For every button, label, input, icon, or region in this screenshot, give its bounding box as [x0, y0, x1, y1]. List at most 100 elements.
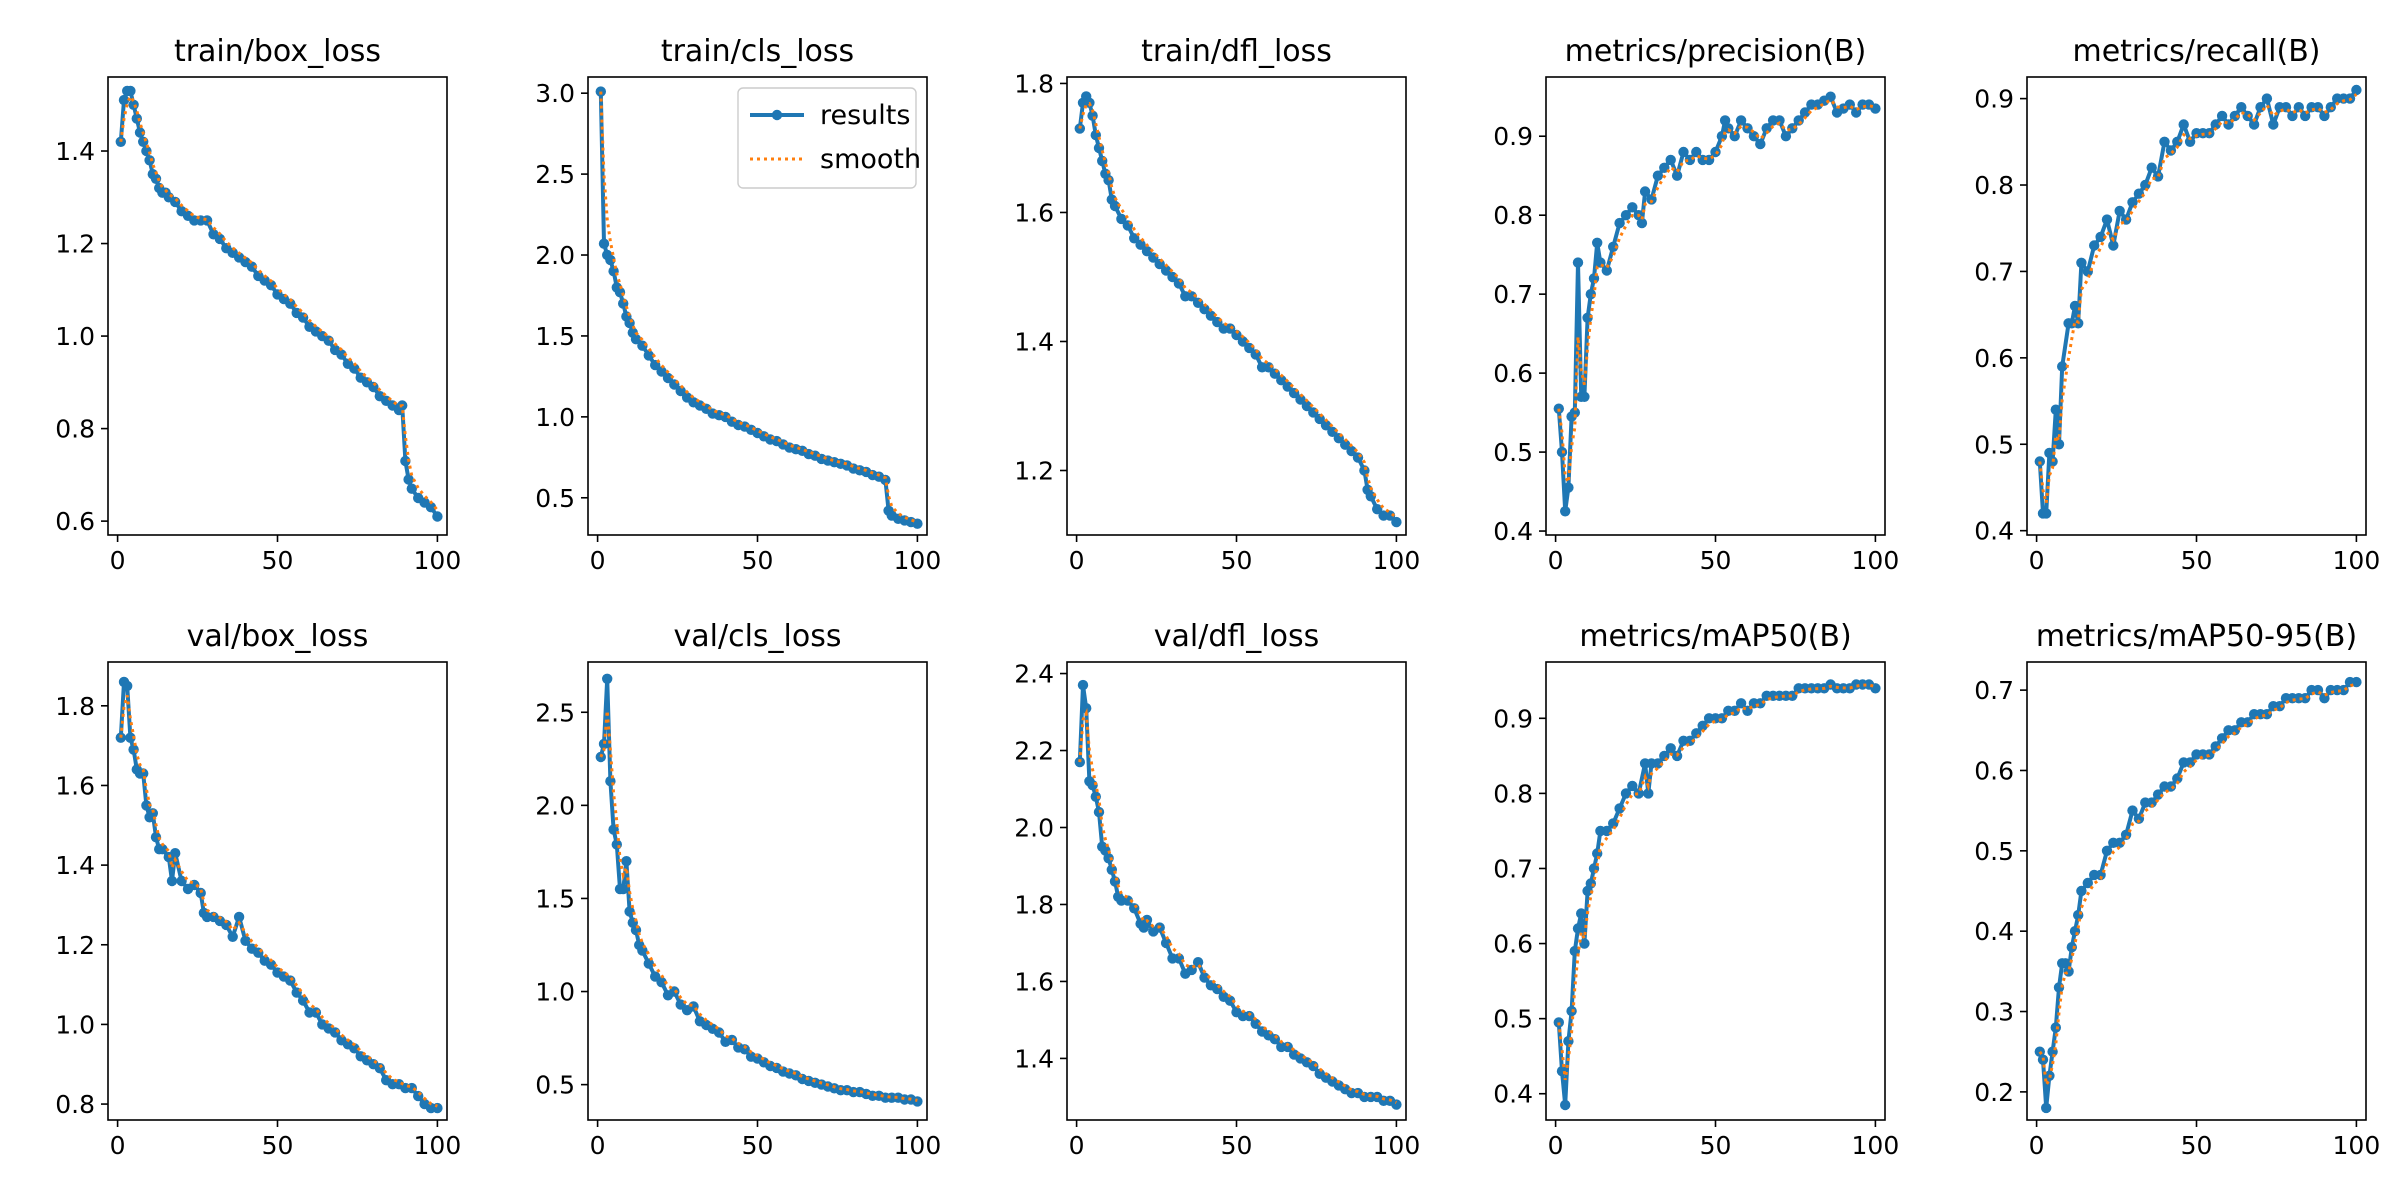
results-point — [912, 1096, 923, 1107]
results-point — [233, 911, 245, 923]
results-point — [1340, 439, 1351, 450]
results-point — [176, 875, 187, 887]
y-tick-label: 1.8 — [1014, 69, 1054, 98]
results-point — [1129, 233, 1140, 244]
results-point — [2165, 145, 2177, 156]
results-point — [2287, 110, 2298, 122]
results-point — [1614, 217, 1625, 229]
x-tick-label: 100 — [414, 1131, 462, 1160]
results-point — [1224, 995, 1236, 1006]
results-point — [297, 995, 309, 1006]
results-point — [1678, 146, 1689, 158]
y-tick-label: 3.0 — [535, 79, 575, 108]
results-point — [125, 732, 136, 743]
results-point — [125, 85, 136, 97]
chart-panel: train/box_loss 0 50 100 0.6 0.8 1.0 1.2 1.4 — [55, 34, 461, 575]
results-point — [1135, 239, 1146, 250]
y-tick-label: 2.0 — [535, 241, 575, 270]
y-tick-label: 1.5 — [535, 884, 575, 913]
results-point — [336, 349, 347, 360]
y-tick-label: 1.4 — [1014, 327, 1054, 356]
results-point — [1327, 426, 1338, 437]
chart-title: train/box_loss — [174, 34, 381, 69]
results-point — [1199, 304, 1210, 315]
results-point — [618, 883, 629, 895]
results-point — [1090, 791, 1102, 802]
results-point — [1372, 504, 1383, 515]
results-point — [157, 844, 168, 855]
y-tick-label: 0.6 — [1974, 344, 2014, 373]
y-tick-label: 1.5 — [535, 322, 575, 351]
results-point — [2268, 119, 2279, 130]
results-point — [2319, 693, 2330, 704]
y-tick-label: 0.5 — [1974, 430, 2014, 459]
x-tick-label: 0 — [590, 546, 606, 575]
results-point — [602, 673, 613, 684]
results-point — [368, 381, 379, 393]
results-point — [2060, 958, 2071, 969]
results-point — [1579, 938, 1590, 949]
x-tick-label: 50 — [742, 1131, 774, 1160]
smooth-series-line — [1078, 101, 1398, 519]
chart-title: metrics/mAP50(B) — [1579, 619, 1851, 654]
y-tick-label: 2.0 — [1014, 813, 1054, 842]
results-point — [1665, 743, 1676, 754]
legend-smooth-label: smooth — [820, 144, 921, 175]
y-tick-label: 0.7 — [1493, 854, 1533, 883]
results-point — [1282, 1041, 1293, 1053]
results-point — [1205, 310, 1217, 321]
y-tick-label: 1.0 — [55, 1010, 95, 1039]
y-tick-label: 0.5 — [535, 1071, 575, 1100]
y-tick-label: 0.9 — [1974, 85, 2014, 114]
results-point — [240, 935, 251, 946]
results-series-line — [1077, 94, 1398, 524]
results-point — [675, 385, 686, 397]
results-point — [1391, 516, 1402, 528]
results-point — [1643, 788, 1654, 799]
chart-panel: train/cls_loss 0 50 100 0.5 1.0 1.5 2.0 2.5 3.0 re… — [535, 34, 941, 575]
results-point — [1620, 788, 1632, 799]
results-point — [2229, 725, 2241, 736]
y-tick-label: 1.8 — [55, 692, 95, 721]
smooth-series-line — [1557, 97, 1876, 488]
legend-results-marker — [771, 109, 783, 121]
results-point — [1652, 758, 1664, 769]
y-tick-label: 2.4 — [1014, 660, 1054, 689]
y-tick-label: 0.8 — [1974, 171, 2014, 200]
results-point — [2089, 240, 2100, 251]
chart-panel: metrics/mAP50(B) 0 50 100 0.4 0.5 0.6 0.7 0.8 0.9 — [1493, 619, 1899, 1160]
results-point — [297, 312, 309, 323]
results-point — [432, 1102, 443, 1114]
y-tick-label: 2.2 — [1014, 737, 1054, 766]
results-point — [662, 372, 674, 384]
y-tick-label: 1.0 — [535, 403, 575, 432]
results-point — [1231, 329, 1242, 341]
plot-frame — [1066, 76, 1407, 536]
y-tick-label: 1.4 — [1014, 1044, 1054, 1073]
results-point — [1116, 213, 1127, 225]
results-point — [713, 1027, 725, 1038]
results-point — [1825, 91, 1836, 102]
results-point — [637, 945, 648, 956]
y-tick-label: 0.4 — [1974, 517, 2014, 546]
chart-panel: metrics/mAP50-95(B) 0 50 100 0.2 0.3 0.4 0.5 0.6… — [1974, 619, 2380, 1160]
results-point — [739, 1044, 750, 1055]
results-point — [2069, 300, 2081, 312]
smooth-series-line — [1078, 708, 1397, 1104]
results-series-line — [118, 88, 440, 518]
y-tick-label: 2.5 — [535, 160, 575, 189]
results-point — [2041, 1102, 2052, 1114]
results-point — [2041, 508, 2052, 519]
chart-panel: metrics/precision(B) 0 50 100 0.4 0.5 0.6 0.7 0.… — [1493, 34, 1899, 575]
y-tick-label: 2.5 — [535, 698, 575, 727]
smooth-series-line — [599, 710, 918, 1102]
results-point — [1093, 806, 1105, 818]
results-series-line — [2037, 88, 2359, 516]
results-point — [2146, 162, 2157, 173]
results-series-line — [1077, 683, 1398, 1107]
results-point — [141, 800, 152, 811]
chart-panel: train/dfl_loss 0 50 100 1.2 1.4 1.6 1.8 — [1014, 34, 1420, 575]
results-point — [2351, 84, 2362, 96]
y-tick-label: 0.4 — [1493, 1080, 1533, 1109]
results-point — [1352, 452, 1364, 463]
